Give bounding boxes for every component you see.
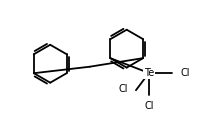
Text: Cl: Cl — [180, 68, 190, 78]
Text: Te: Te — [144, 68, 154, 78]
Text: Cl: Cl — [119, 84, 128, 94]
Text: Cl: Cl — [144, 101, 154, 111]
